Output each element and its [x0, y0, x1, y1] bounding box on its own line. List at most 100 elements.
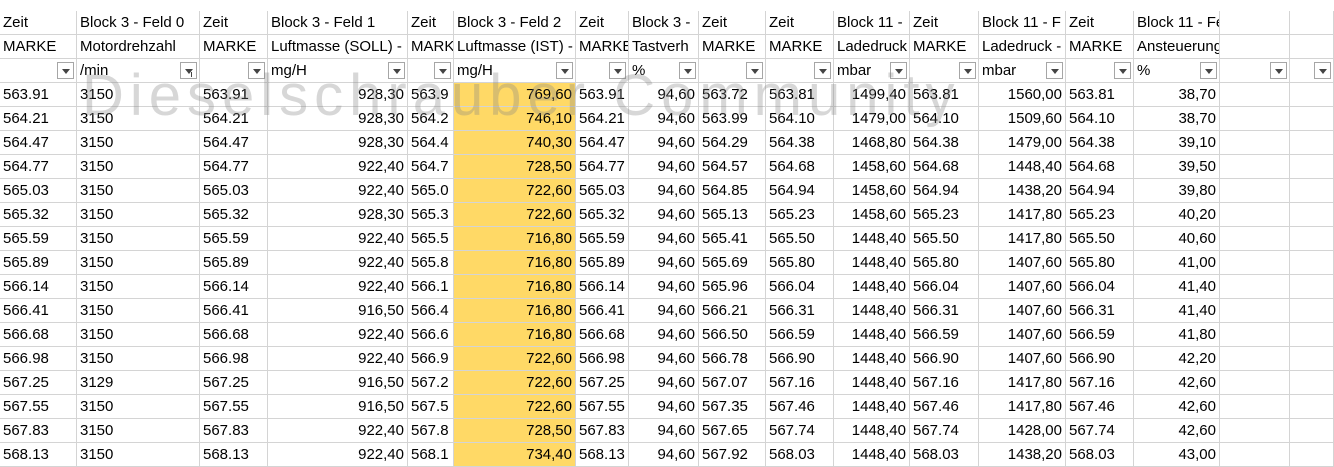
cell[interactable] [1220, 107, 1290, 131]
cell[interactable]: 566.98 [0, 347, 77, 371]
cell[interactable]: 565.23 [1066, 203, 1134, 227]
cell[interactable]: 567.35 [699, 395, 766, 419]
cell[interactable]: 565.0 [408, 179, 454, 203]
header-cell[interactable]: MARKE [766, 35, 834, 59]
cell[interactable]: 716,80 [454, 299, 576, 323]
cell[interactable]: 722,60 [454, 179, 576, 203]
cell[interactable]: 564.77 [200, 155, 268, 179]
cell[interactable]: 565.13 [699, 203, 766, 227]
cell[interactable]: 928,30 [268, 83, 408, 107]
cell[interactable]: 38,70 [1134, 83, 1220, 107]
cell[interactable]: 567.65 [699, 419, 766, 443]
cell[interactable]: 564.21 [0, 107, 77, 131]
cell[interactable]: 563.9 [408, 83, 454, 107]
filter-dropdown-icon[interactable] [1270, 62, 1287, 79]
cell[interactable]: 40,20 [1134, 203, 1220, 227]
cell[interactable]: 568.13 [200, 443, 268, 467]
cell[interactable]: 567.25 [576, 371, 629, 395]
cell[interactable] [1290, 275, 1334, 299]
header-cell[interactable]: Zeit [1066, 11, 1134, 35]
cell[interactable]: 1479,00 [979, 131, 1066, 155]
cell[interactable] [1220, 299, 1290, 323]
cell[interactable]: 1407,60 [979, 275, 1066, 299]
cell[interactable]: 565.32 [200, 203, 268, 227]
cell[interactable]: 565.89 [200, 251, 268, 275]
cell[interactable]: 722,60 [454, 371, 576, 395]
cell[interactable]: 565.69 [699, 251, 766, 275]
cell[interactable]: 564.47 [576, 131, 629, 155]
cell[interactable]: 94,60 [629, 395, 699, 419]
cell[interactable]: 38,70 [1134, 107, 1220, 131]
cell[interactable]: 1458,60 [834, 155, 910, 179]
filter-dropdown-icon[interactable] [556, 62, 573, 79]
cell[interactable]: 563.81 [1066, 83, 1134, 107]
filter-dropdown-icon[interactable] [57, 62, 74, 79]
cell[interactable]: 922,40 [268, 179, 408, 203]
header-cell[interactable]: Zeit [766, 11, 834, 35]
cell[interactable]: 1448,40 [834, 395, 910, 419]
cell[interactable]: 3150 [77, 227, 200, 251]
unit-cell[interactable] [576, 59, 629, 83]
cell[interactable]: 1417,80 [979, 395, 1066, 419]
cell[interactable]: 1438,20 [979, 179, 1066, 203]
cell[interactable]: 568.03 [910, 443, 979, 467]
header-cell[interactable]: Luftmasse (SOLL) - [268, 35, 408, 59]
cell[interactable]: 566.98 [200, 347, 268, 371]
cell[interactable]: 563.91 [200, 83, 268, 107]
cell[interactable]: 567.25 [0, 371, 77, 395]
cell[interactable]: 3150 [77, 155, 200, 179]
filter-dropdown-icon[interactable] [388, 62, 405, 79]
cell[interactable]: 1448,40 [979, 155, 1066, 179]
cell[interactable]: 566.14 [576, 275, 629, 299]
cell[interactable]: 94,60 [629, 323, 699, 347]
header-cell[interactable]: Block 3 - [629, 11, 699, 35]
cell[interactable]: 568.1 [408, 443, 454, 467]
filter-dropdown-icon[interactable] [609, 62, 626, 79]
cell[interactable]: 1499,40 [834, 83, 910, 107]
cell[interactable]: 1428,00 [979, 419, 1066, 443]
cell[interactable]: 568.13 [0, 443, 77, 467]
unit-cell[interactable]: /min [77, 59, 200, 83]
cell[interactable]: 565.89 [576, 251, 629, 275]
header-cell[interactable]: Zeit [699, 11, 766, 35]
cell[interactable]: 565.80 [766, 251, 834, 275]
unit-cell[interactable]: mg/H [268, 59, 408, 83]
cell[interactable]: 566.41 [200, 299, 268, 323]
cell[interactable]: 564.38 [766, 131, 834, 155]
filter-dropdown-icon[interactable] [1114, 62, 1131, 79]
cell[interactable]: 566.04 [766, 275, 834, 299]
cell[interactable]: 40,60 [1134, 227, 1220, 251]
cell[interactable]: 41,40 [1134, 299, 1220, 323]
header-cell[interactable]: MARKE [200, 35, 268, 59]
cell[interactable]: 922,40 [268, 347, 408, 371]
cell[interactable]: 94,60 [629, 251, 699, 275]
cell[interactable]: 566.59 [766, 323, 834, 347]
cell[interactable]: 722,60 [454, 203, 576, 227]
cell[interactable]: 567.55 [0, 395, 77, 419]
cell[interactable] [1290, 371, 1334, 395]
cell[interactable]: 1448,40 [834, 251, 910, 275]
filter-dropdown-icon[interactable] [1046, 62, 1063, 79]
cell[interactable] [1290, 83, 1334, 107]
cell[interactable]: 1448,40 [834, 299, 910, 323]
cell[interactable]: 566.41 [0, 299, 77, 323]
cell[interactable]: 565.80 [1066, 251, 1134, 275]
cell[interactable]: 740,30 [454, 131, 576, 155]
cell[interactable]: 564.94 [1066, 179, 1134, 203]
cell[interactable]: 3150 [77, 275, 200, 299]
cell[interactable]: 1407,60 [979, 299, 1066, 323]
cell[interactable]: 3150 [77, 83, 200, 107]
cell[interactable]: 922,40 [268, 323, 408, 347]
header-cell[interactable] [1290, 35, 1334, 59]
cell[interactable]: 43,00 [1134, 443, 1220, 467]
cell[interactable]: 94,60 [629, 131, 699, 155]
cell[interactable] [1290, 323, 1334, 347]
header-cell[interactable]: MARKE [576, 35, 629, 59]
cell[interactable]: 567.74 [766, 419, 834, 443]
cell[interactable]: 563.72 [699, 83, 766, 107]
cell[interactable]: 567.16 [910, 371, 979, 395]
cell[interactable]: 567.92 [699, 443, 766, 467]
unit-cell[interactable] [699, 59, 766, 83]
cell[interactable]: 564.77 [0, 155, 77, 179]
header-cell[interactable]: Block 11 - Feld 3 [1134, 11, 1220, 35]
